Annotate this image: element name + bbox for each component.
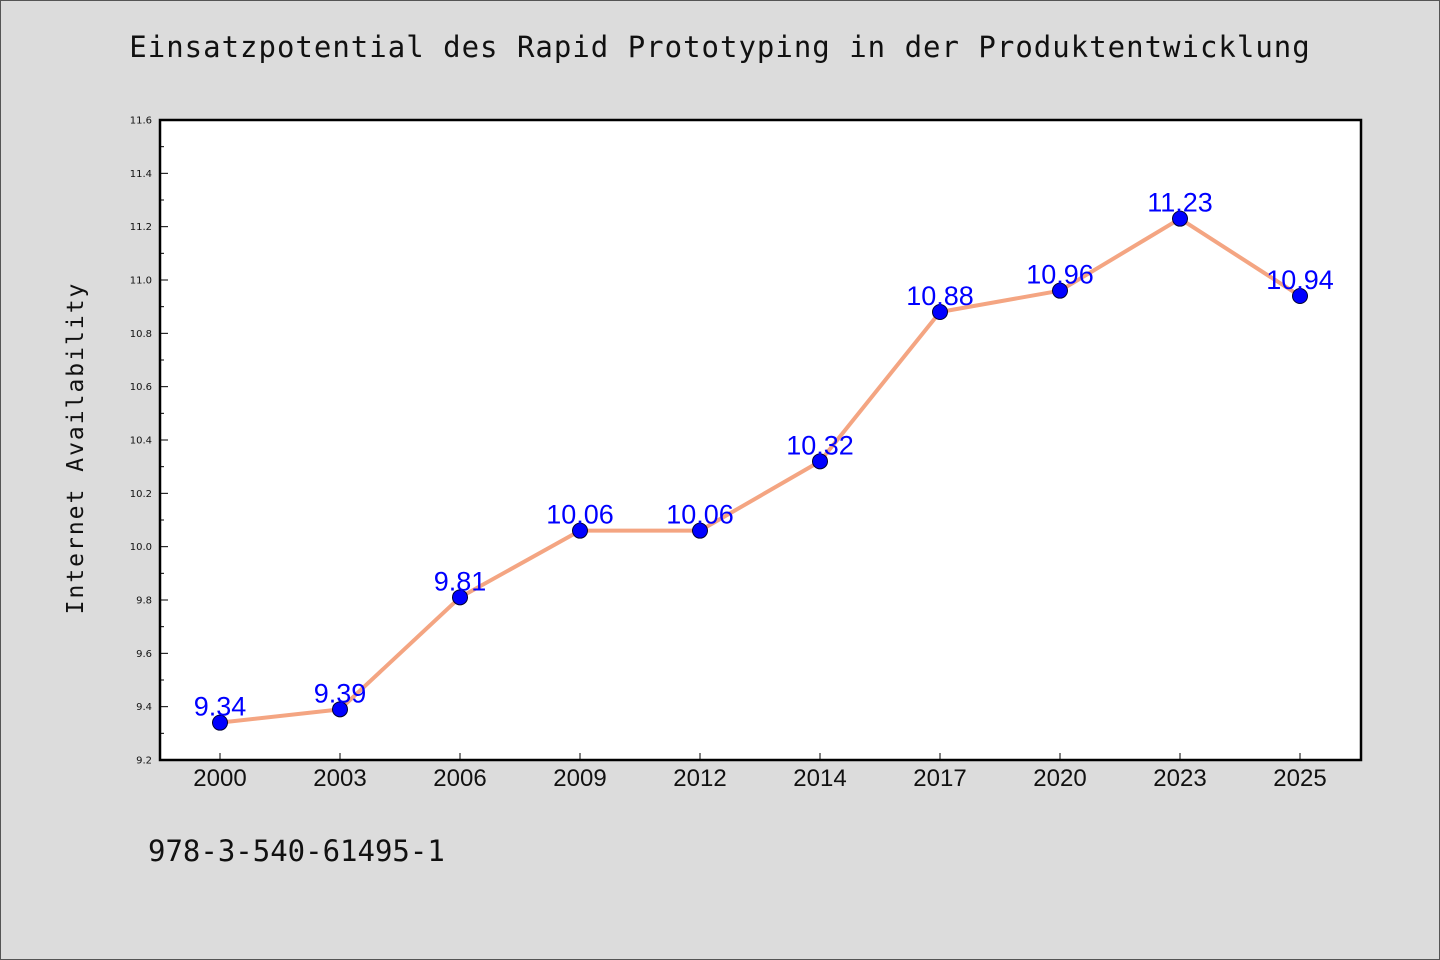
data-label: 10.32 (786, 430, 854, 460)
data-point (1292, 288, 1308, 304)
y-tick-label: 10.0 (130, 542, 152, 553)
data-point (332, 701, 348, 718)
y-tick-label: 9.6 (136, 649, 152, 660)
x-tick-label: 2020 (1033, 765, 1086, 792)
data-point (932, 304, 948, 320)
x-axis-ticks: 2000 2003 2006 2009 2012 2014 2017 2020 2023 2025 (193, 753, 1327, 792)
data-label: 11.23 (1147, 188, 1213, 218)
data-point (1172, 210, 1188, 227)
data-label: 9.81 (434, 566, 487, 596)
x-tick-label: 2014 (793, 765, 846, 792)
data-point (812, 453, 828, 470)
x-tick-label: 2000 (193, 765, 246, 792)
y-tick-label: 10.2 (130, 489, 152, 500)
y-tick-label: 9.2 (136, 756, 152, 767)
data-point (212, 714, 228, 731)
data-label: 10.06 (546, 500, 614, 530)
chart-title: Einsatzpotential des Rapid Prototyping i… (129, 30, 1311, 64)
x-tick-label: 2009 (553, 765, 606, 792)
x-tick-label: 2012 (673, 765, 726, 792)
data-point (1052, 282, 1068, 299)
x-tick-label: 2023 (1153, 765, 1206, 792)
data-label: 10.06 (666, 500, 734, 530)
y-tick-label: 11.6 (130, 116, 152, 127)
series-group (218, 216, 1302, 725)
y-tick-label: 9.4 (136, 702, 152, 713)
y-axis-ticks: 9.2 9.4 9.6 9.8 10.0 10.2 10.4 10.6 10.8 11.0 11.2… (130, 116, 168, 767)
y-tick-label: 9.8 (136, 596, 152, 607)
isbn-footnote: 978-3-540-61495-1 (148, 834, 445, 868)
data-point (572, 522, 588, 539)
x-tick-label: 2006 (433, 765, 486, 792)
y-tick-label: 10.4 (130, 436, 152, 447)
data-point (452, 589, 468, 606)
data-label: 9.34 (194, 692, 247, 722)
plot-area (158, 118, 1363, 762)
data-label: 10.94 (1266, 265, 1334, 295)
data-label-group: 9.34 9.39 9.81 10.06 10.06 10.32 10.88 10.96 11.… (194, 188, 1334, 722)
y-tick-label: 11.2 (130, 222, 152, 233)
y-tick-label: 10.6 (130, 382, 152, 393)
x-tick-label: 2003 (313, 765, 366, 792)
data-label: 10.88 (906, 281, 974, 311)
y-tick-label: 10.8 (130, 329, 152, 340)
x-tick-label: 2017 (913, 765, 966, 792)
x-tick-label: 2025 (1273, 765, 1326, 792)
y-tick-label: 11.0 (130, 276, 152, 287)
data-point (692, 522, 708, 539)
data-label: 9.39 (314, 678, 367, 708)
data-label: 10.96 (1026, 260, 1094, 290)
marker-group (212, 210, 1308, 731)
series-line (218, 216, 1302, 725)
y-tick-label: 11.4 (130, 169, 152, 180)
